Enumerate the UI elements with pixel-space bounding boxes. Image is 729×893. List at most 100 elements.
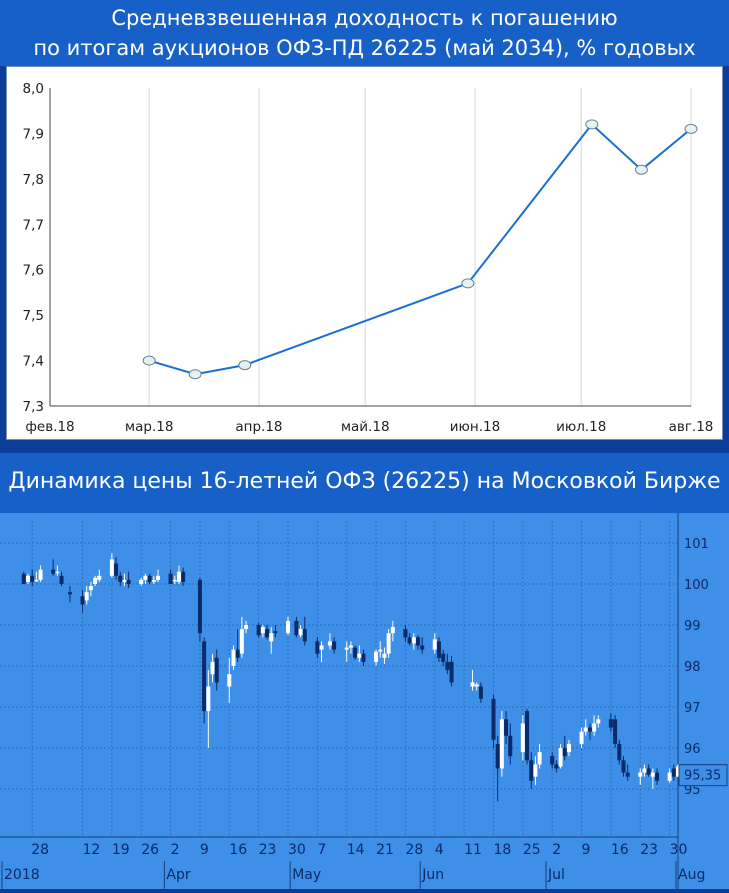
y-tick-label: 7,3 [23,399,44,415]
candle-body [181,571,186,582]
candle-body [260,627,265,634]
candle [315,637,320,658]
month-label: Jul [547,867,565,883]
top-chart-title: Средневзвешенная доходность к погашению … [0,0,729,66]
candle [441,649,446,666]
candle [646,764,651,777]
candle [55,565,60,576]
candle-body [30,575,35,582]
day-label: 30 [670,842,688,858]
candle-body [88,586,93,591]
candle [353,645,358,660]
candle-body [156,575,160,580]
candle [478,682,483,703]
day-label: 14 [347,842,365,858]
candle [508,723,513,765]
candle-body [411,637,416,644]
candle [147,573,152,584]
candle-body [566,743,571,753]
candle-body [206,686,211,712]
candle-body [294,620,299,636]
candle [499,711,504,777]
candle [80,590,85,613]
candle [449,655,454,687]
candle-body [390,627,395,634]
candle [562,735,567,761]
x-tick-label: фев.18 [25,419,74,435]
day-label: 25 [523,842,541,858]
candle [168,569,173,584]
candle-body [558,748,563,767]
candle [596,715,601,728]
candle [525,709,530,765]
candle-body [504,719,509,736]
month-label: Apr [166,867,190,883]
candle [181,567,186,587]
candle [676,764,680,777]
candle [587,723,592,740]
candle [436,637,441,662]
candle-body [529,760,534,781]
candle [319,641,324,662]
day-label: 2 [552,842,561,858]
candle [520,715,525,761]
candle-body [93,577,98,584]
candle-body [676,766,680,777]
candle-body [592,723,597,732]
candle [579,727,584,748]
candle [244,620,249,634]
candle-body [51,569,56,574]
candle-body [126,579,131,584]
candle [210,653,215,683]
candle-body [319,645,324,650]
candle-body [84,592,89,601]
candle-body [432,639,437,650]
candle [357,645,362,662]
candle-body [550,756,555,765]
candle [327,633,332,650]
candle-body [499,719,504,769]
candle-body [625,772,630,777]
candle [286,616,290,636]
candle [260,625,265,638]
yield-data-point [585,119,599,130]
candle [30,569,35,587]
candle [298,625,303,638]
candle-body [671,768,676,777]
candle-body [382,653,387,658]
candle-body [491,698,496,740]
candle-body [344,647,349,650]
candle [470,670,475,691]
candle [332,637,337,654]
candle [344,641,349,662]
candle-body [357,653,362,658]
candle [231,645,236,671]
candle-body [139,579,144,584]
candle-body [353,647,358,658]
day-label: 28 [31,842,49,858]
candle [114,557,119,580]
candle-body [667,772,672,781]
candle-body [118,575,123,582]
candle-body [34,579,39,582]
candle-body [596,719,601,724]
candle-body [579,731,584,744]
price-y-tick-label: 98 [684,660,701,675]
candle-body [235,649,240,658]
candle-body [315,641,320,654]
candle-body [302,629,307,642]
candle [445,653,450,675]
candle [67,586,72,603]
day-label: 7 [317,842,326,858]
price-y-tick-label: 101 [684,537,709,552]
candle [151,575,156,584]
price-y-tick-label: 100 [684,578,709,593]
candle-body [525,711,530,761]
candle-body [638,772,643,777]
x-tick-label: июн.18 [450,419,500,435]
y-tick-label: 7,9 [23,126,44,142]
y-tick-label: 7,6 [23,263,44,279]
candle-body [244,625,249,630]
x-tick-label: май.18 [341,419,390,435]
candle [495,735,500,802]
